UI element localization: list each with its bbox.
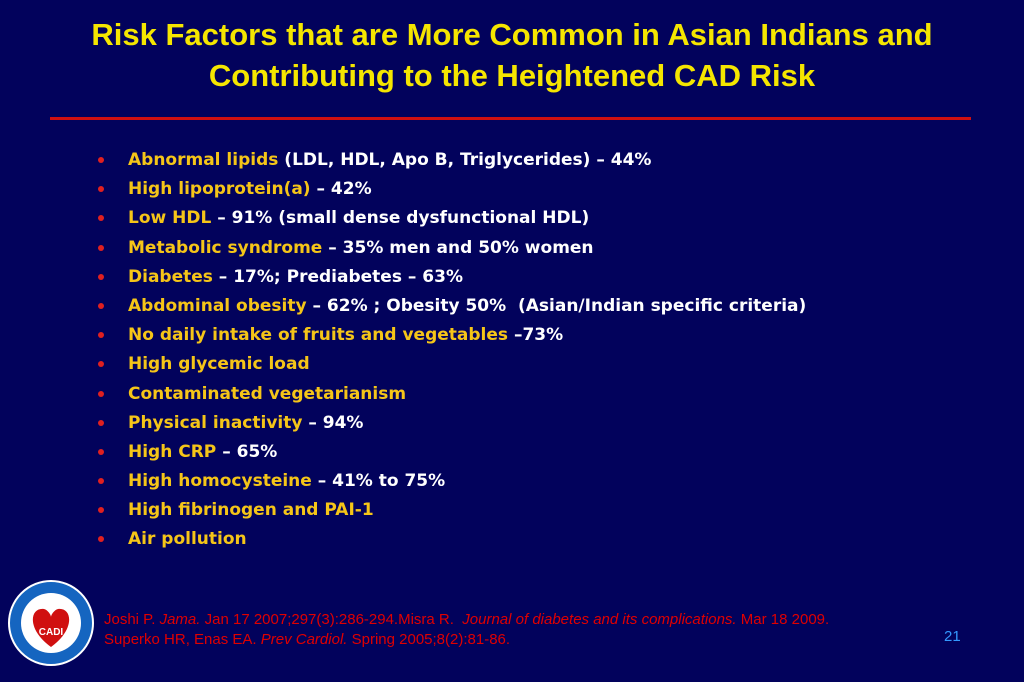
bullet-item: Physical inactivity – 94% xyxy=(92,410,806,439)
bullet-item: Abdominal obesity – 62% ; Obesity 50% (A… xyxy=(92,293,806,322)
bullet-item: Abnormal lipids (LDL, HDL, Apo B, Trigly… xyxy=(92,147,806,176)
bullet-text: –73% xyxy=(508,325,564,346)
slide-title: Risk Factors that are More Common in Asi… xyxy=(91,17,933,93)
bullet-text: No daily intake of fruits and vegetables xyxy=(128,325,509,346)
reference-line: Joshi P. Jama. Jan 17 2007;297(3):286-29… xyxy=(104,610,829,630)
bullet-text: – 65% xyxy=(216,441,278,462)
bullet-text: – 91% (small dense dysfunctional HDL) xyxy=(211,208,590,229)
bullet-text: Contaminated vegetarianism xyxy=(128,383,407,404)
bullet-text: High glycemic load xyxy=(128,354,310,375)
bullet-item: High fibrinogen and PAI-1 xyxy=(92,497,806,526)
bullet-item: High lipoprotein(a) – 42% xyxy=(92,176,806,205)
bullet-text: – 17%; Prediabetes – 63% xyxy=(212,266,463,287)
bullet-list: Abnormal lipids (LDL, HDL, Apo B, Trigly… xyxy=(92,147,806,556)
bullet-text: – 62% ; Obesity 50% (Asian/Indian specif… xyxy=(306,295,807,316)
bullet-item: Contaminated vegetarianism xyxy=(92,381,806,410)
bullet-text: High homocysteine xyxy=(128,471,312,492)
bullet-item: Low HDL – 91% (small dense dysfunctional… xyxy=(92,205,806,234)
title-rule xyxy=(50,117,971,120)
bullet-text: Air pollution xyxy=(128,529,247,550)
reference-text: Spring 2005;8(2):81-86. xyxy=(347,631,511,648)
bullet-item: Diabetes – 17%; Prediabetes – 63% xyxy=(92,264,806,293)
reference-text: Superko HR, Enas EA. xyxy=(104,631,261,648)
logo-label: CADI xyxy=(39,627,64,638)
logo: CADI xyxy=(8,580,94,666)
bullet-text: High fibrinogen and PAI-1 xyxy=(128,500,374,521)
bullet-item: No daily intake of fruits and vegetables… xyxy=(92,322,806,351)
bullet-text: Diabetes xyxy=(128,266,213,287)
bullet-text: Low HDL xyxy=(128,208,212,229)
bullet-text: – 41% to 75% xyxy=(311,471,446,492)
bullet-text: Metabolic syndrome xyxy=(128,237,323,258)
bullet-text: High CRP xyxy=(128,441,217,462)
reference-text: Prev Cardiol. xyxy=(260,631,348,648)
reference-text: Jan 17 2007;297(3):286-294.Misra R. xyxy=(200,611,463,628)
reference-text: Joshi P. xyxy=(104,611,160,628)
bullet-text: – 42% xyxy=(310,179,372,200)
references: Joshi P. Jama. Jan 17 2007;297(3):286-29… xyxy=(104,610,829,650)
bullet-text: – 35% men and 50% women xyxy=(322,237,594,258)
bullet-item: High glycemic load xyxy=(92,351,806,380)
reference-line: Superko HR, Enas EA. Prev Cardiol. Sprin… xyxy=(104,630,829,650)
bullet-item: Air pollution xyxy=(92,526,806,555)
page-number: 21 xyxy=(944,628,961,645)
reference-text: Mar 18 2009. xyxy=(736,611,830,628)
bullet-item: High CRP – 65% xyxy=(92,439,806,468)
bullet-text: High lipoprotein(a) xyxy=(128,179,311,200)
bullet-text: Abdominal obesity xyxy=(128,295,307,316)
reference-text: Jama. xyxy=(159,611,201,628)
bullet-item: Metabolic syndrome – 35% men and 50% wom… xyxy=(92,235,806,264)
reference-text: Journal of diabetes and its complication… xyxy=(462,611,737,628)
bullet-text: Abnormal lipids xyxy=(128,150,279,170)
bullet-text: Physical inactivity xyxy=(128,412,303,433)
bullet-text: (LDL, HDL, Apo B, Triglycerides) – 44% xyxy=(278,150,652,170)
bullet-text: – 94% xyxy=(302,412,364,433)
bullet-item: High homocysteine – 41% to 75% xyxy=(92,468,806,497)
